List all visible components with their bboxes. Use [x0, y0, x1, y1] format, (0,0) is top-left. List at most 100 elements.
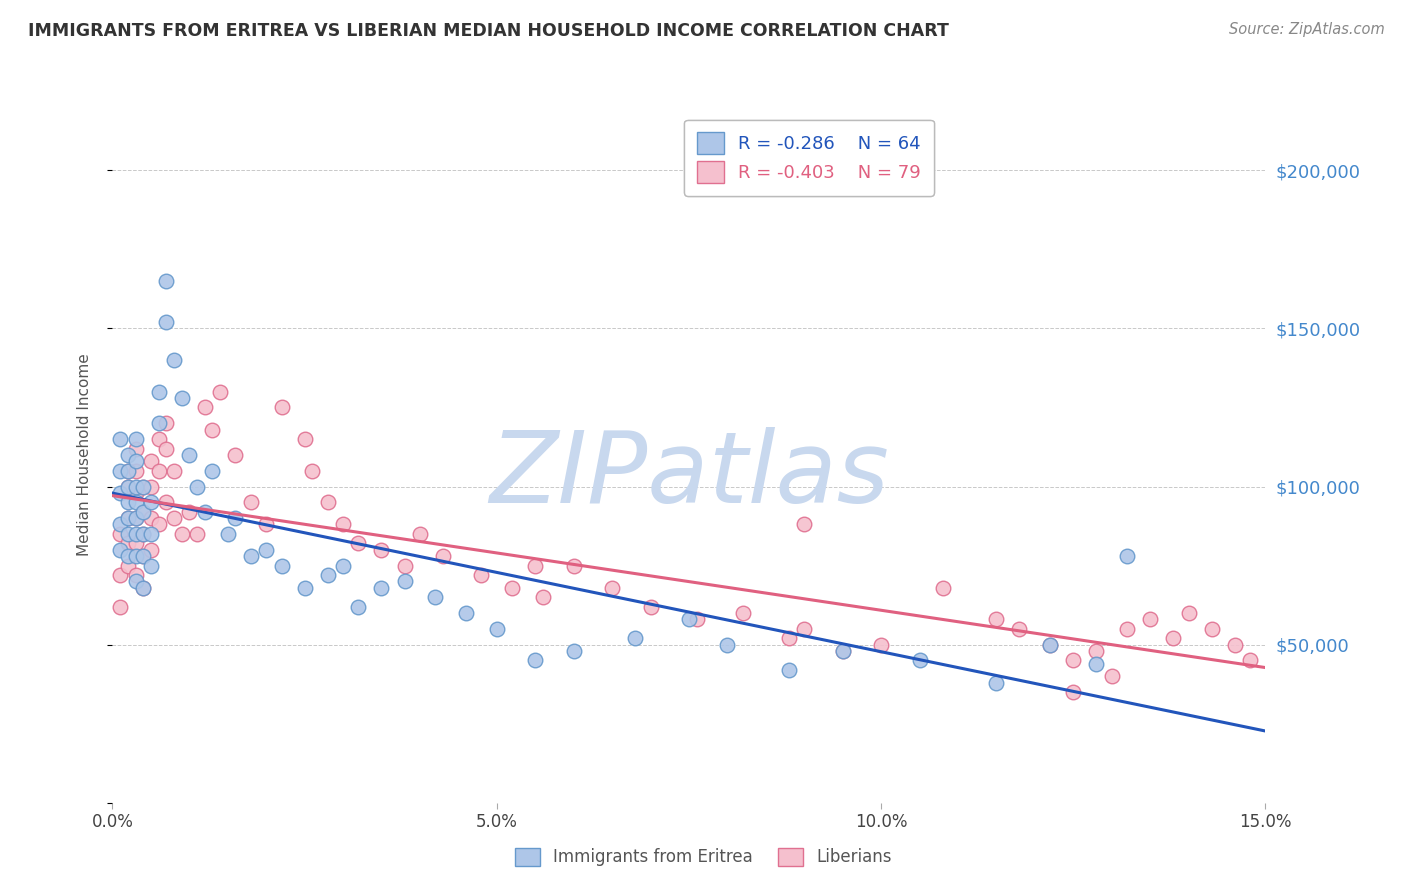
Point: [139, 511, 162, 525]
Point: [778, 663, 800, 677]
Point: [124, 479, 146, 493]
Point: [454, 606, 477, 620]
Y-axis label: Median Household Income: Median Household Income: [77, 353, 91, 557]
Point: [163, 464, 186, 478]
Point: [139, 454, 162, 468]
Point: [148, 464, 170, 478]
Point: [148, 384, 170, 399]
Point: [1161, 632, 1184, 646]
Point: [394, 574, 416, 589]
Text: IMMIGRANTS FROM ERITREA VS LIBERIAN MEDIAN HOUSEHOLD INCOME CORRELATION CHART: IMMIGRANTS FROM ERITREA VS LIBERIAN MEDI…: [28, 22, 949, 40]
Point: [186, 479, 208, 493]
Point: [270, 401, 292, 415]
Point: [986, 612, 1008, 626]
Point: [870, 638, 893, 652]
Point: [139, 495, 162, 509]
Point: [108, 542, 131, 557]
Point: [124, 432, 146, 446]
Point: [201, 423, 224, 437]
Point: [347, 536, 370, 550]
Point: [124, 536, 146, 550]
Point: [217, 527, 239, 541]
Point: [640, 599, 662, 614]
Point: [294, 432, 316, 446]
Point: [139, 558, 162, 573]
Point: [294, 581, 316, 595]
Point: [124, 568, 146, 582]
Legend: Immigrants from Eritrea, Liberians: Immigrants from Eritrea, Liberians: [506, 839, 900, 875]
Point: [124, 511, 146, 525]
Point: [301, 464, 323, 478]
Point: [194, 401, 217, 415]
Point: [163, 511, 186, 525]
Point: [1085, 657, 1108, 671]
Point: [148, 517, 170, 532]
Point: [163, 353, 186, 368]
Point: [1039, 638, 1062, 652]
Point: [124, 464, 146, 478]
Point: [685, 612, 707, 626]
Point: [332, 558, 354, 573]
Point: [731, 606, 754, 620]
Point: [132, 527, 155, 541]
Point: [155, 442, 177, 456]
Point: [562, 644, 585, 658]
Point: [600, 581, 623, 595]
Point: [132, 505, 155, 519]
Point: [370, 581, 392, 595]
Point: [124, 442, 146, 456]
Point: [132, 479, 155, 493]
Point: [117, 448, 139, 462]
Point: [1239, 653, 1261, 667]
Point: [1201, 622, 1223, 636]
Point: [332, 517, 354, 532]
Point: [778, 632, 800, 646]
Point: [155, 495, 177, 509]
Point: [132, 527, 155, 541]
Point: [148, 417, 170, 431]
Point: [124, 454, 146, 468]
Point: [793, 517, 815, 532]
Point: [931, 581, 953, 595]
Point: [132, 479, 155, 493]
Point: [716, 638, 738, 652]
Point: [108, 432, 131, 446]
Point: [394, 558, 416, 573]
Point: [124, 574, 146, 589]
Point: [139, 479, 162, 493]
Point: [124, 495, 146, 509]
Text: ZIPatlas: ZIPatlas: [489, 427, 889, 524]
Point: [117, 549, 139, 563]
Point: [179, 448, 201, 462]
Point: [254, 517, 277, 532]
Point: [432, 549, 454, 563]
Point: [108, 527, 131, 541]
Point: [117, 464, 139, 478]
Point: [139, 542, 162, 557]
Legend: R = -0.286    N = 64, R = -0.403    N = 79: R = -0.286 N = 64, R = -0.403 N = 79: [683, 120, 934, 196]
Point: [124, 486, 146, 500]
Point: [678, 612, 700, 626]
Point: [124, 549, 146, 563]
Point: [117, 511, 139, 525]
Point: [186, 527, 208, 541]
Point: [108, 599, 131, 614]
Point: [1177, 606, 1199, 620]
Point: [1062, 685, 1084, 699]
Point: [370, 542, 392, 557]
Point: [155, 315, 177, 329]
Point: [908, 653, 931, 667]
Point: [986, 675, 1008, 690]
Point: [117, 464, 139, 478]
Point: [132, 549, 155, 563]
Point: [224, 511, 246, 525]
Point: [170, 391, 193, 405]
Point: [562, 558, 585, 573]
Point: [132, 581, 155, 595]
Point: [1116, 622, 1139, 636]
Point: [155, 274, 177, 288]
Point: [270, 558, 292, 573]
Point: [108, 486, 131, 500]
Point: [148, 432, 170, 446]
Point: [132, 581, 155, 595]
